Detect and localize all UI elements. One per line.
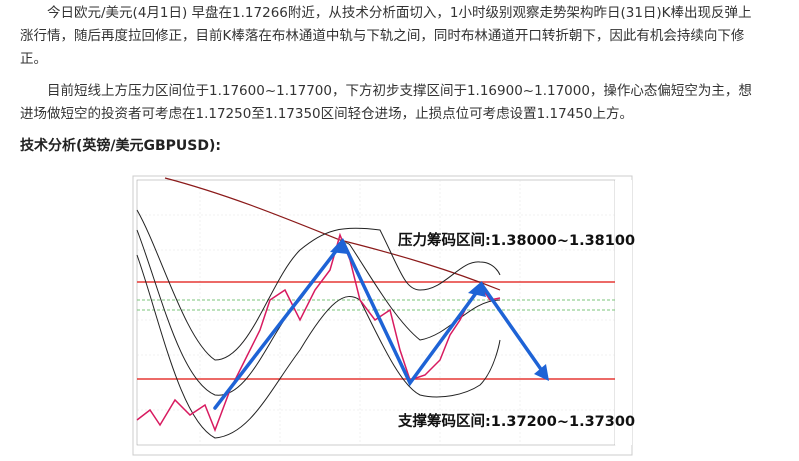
arrow-head	[330, 238, 348, 254]
paragraph: 今日欧元/美元(4月1日) 早盘在1.17266附近，从技术分析面切入，1小时级…	[20, 5, 752, 67]
paragraph: 目前短线上方压力区间位于1.17600~1.17700，下方初步支撑区间于1.1…	[20, 83, 752, 122]
grid	[137, 180, 615, 445]
chart-annotation: 支撑筹码区间:1.37200~1.37300	[398, 412, 635, 430]
section-heading: 技术分析(英镑/美元GBPUSD):	[20, 138, 222, 154]
arrow-head	[468, 281, 486, 297]
price-axis	[615, 180, 632, 445]
article: 今日欧元/美元(4月1日) 早盘在1.17266附近，从技术分析面切入，1小时级…	[20, 2, 765, 157]
bollinger-upper	[136, 209, 501, 361]
bollinger-lower	[136, 254, 501, 439]
moving-average	[164, 177, 501, 291]
trend-arrows	[213, 238, 547, 410]
chart-annotation: 压力筹码区间:1.38000~1.38100	[398, 231, 635, 249]
arrow-head	[534, 364, 549, 381]
